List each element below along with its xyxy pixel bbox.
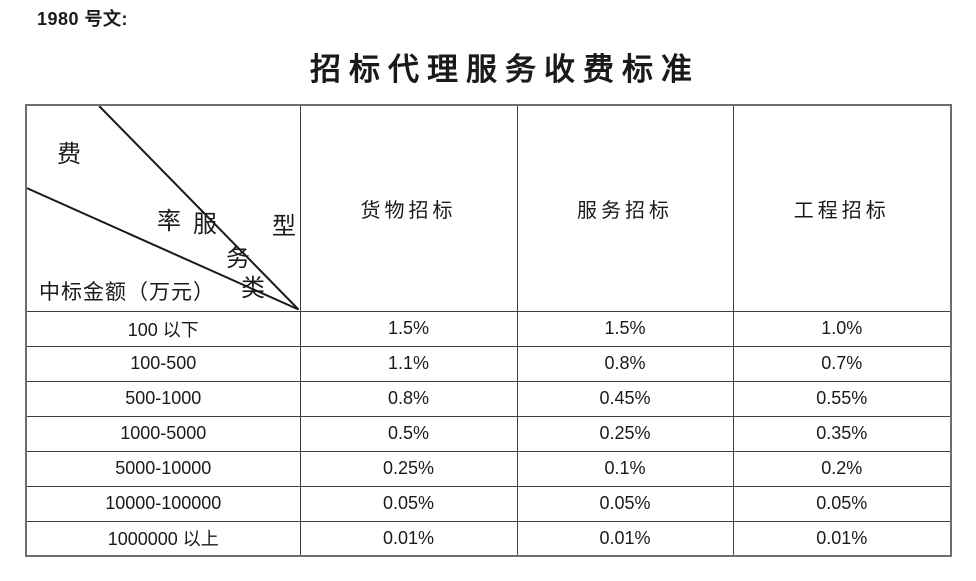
rate-value: 0.55% bbox=[732, 380, 952, 417]
column-header-engineering-bidding: 工程招标 bbox=[732, 104, 952, 312]
row-label-amount-range: 100 以下 bbox=[25, 310, 301, 347]
rate-value: 1.5% bbox=[299, 310, 518, 347]
rate-value: 0.05% bbox=[516, 485, 734, 522]
diagonal-split-header-cell: 服 务 类 型 费 率 中标金额（万元） bbox=[25, 104, 301, 312]
diagonal-line-lower bbox=[27, 187, 299, 310]
column-header-service-bidding: 服务招标 bbox=[516, 104, 734, 312]
table-row: 1000000 以上 0.01% 0.01% 0.01% bbox=[25, 520, 952, 557]
diagonal-lines-graphic bbox=[27, 106, 299, 310]
row-label-amount-range: 5000-10000 bbox=[25, 450, 301, 487]
table-row: 5000-10000 0.25% 0.1% 0.2% bbox=[25, 450, 952, 487]
rate-value: 1.5% bbox=[516, 310, 734, 347]
row-label-amount-range: 1000-5000 bbox=[25, 415, 301, 452]
row-label-amount-range: 500-1000 bbox=[25, 380, 301, 417]
rate-value: 0.35% bbox=[732, 415, 952, 452]
fee-standard-table: 服 务 类 型 费 率 中标金额（万元） 货物招标 服务招标 工程招标 100 … bbox=[25, 104, 952, 557]
rate-value: 0.25% bbox=[299, 450, 518, 487]
row-label-amount-range: 1000000 以上 bbox=[25, 520, 301, 557]
rate-value: 0.01% bbox=[516, 520, 734, 557]
rate-value: 0.25% bbox=[516, 415, 734, 452]
document-reference-number: 1980 号文: bbox=[37, 9, 129, 29]
rate-value: 0.8% bbox=[299, 380, 518, 417]
rate-value: 0.8% bbox=[516, 345, 734, 382]
rate-value: 0.2% bbox=[732, 450, 952, 487]
table-header-row: 服 务 类 型 费 率 中标金额（万元） 货物招标 服务招标 工程招标 bbox=[25, 104, 952, 312]
page-title: 招标代理服务收费标准 bbox=[310, 52, 700, 87]
table-row: 10000-100000 0.05% 0.05% 0.05% bbox=[25, 485, 952, 522]
axis-label-service-char-2: 务 bbox=[226, 246, 250, 272]
table-row: 500-1000 0.8% 0.45% 0.55% bbox=[25, 380, 952, 417]
table-row: 1000-5000 0.5% 0.25% 0.35% bbox=[25, 415, 952, 452]
axis-label-service-char-3: 类 bbox=[241, 276, 265, 302]
rate-value: 1.1% bbox=[299, 345, 518, 382]
column-header-goods-bidding: 货物招标 bbox=[299, 104, 518, 312]
rate-value: 0.01% bbox=[732, 520, 952, 557]
rate-value: 0.5% bbox=[299, 415, 518, 452]
axis-label-rate-char-2: 率 bbox=[157, 209, 181, 235]
axis-label-service-char-1: 服 bbox=[193, 212, 217, 238]
diagonal-line-upper bbox=[98, 106, 299, 310]
table-row: 100-500 1.1% 0.8% 0.7% bbox=[25, 345, 952, 382]
axis-label-service-char-4: 型 bbox=[272, 214, 296, 240]
row-label-amount-range: 100-500 bbox=[25, 345, 301, 382]
rate-value: 0.1% bbox=[516, 450, 734, 487]
rate-value: 0.05% bbox=[299, 485, 518, 522]
row-label-amount-range: 10000-100000 bbox=[25, 485, 301, 522]
table-row: 100 以下 1.5% 1.5% 1.0% bbox=[25, 310, 952, 347]
rate-value: 0.01% bbox=[299, 520, 518, 557]
rate-value: 0.05% bbox=[732, 485, 952, 522]
rate-value: 0.7% bbox=[732, 345, 952, 382]
rate-value: 0.45% bbox=[516, 380, 734, 417]
axis-label-rate-char-1: 费 bbox=[57, 142, 81, 168]
rate-value: 1.0% bbox=[732, 310, 952, 347]
axis-label-bid-amount: 中标金额（万元） bbox=[39, 280, 215, 304]
